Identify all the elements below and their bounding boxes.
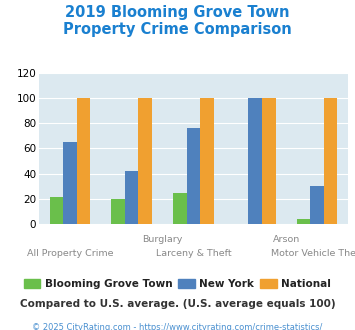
Bar: [50, 197, 63, 224]
Bar: [262, 98, 275, 224]
Bar: [63, 142, 77, 224]
Text: Motor Vehicle Theft: Motor Vehicle Theft: [271, 249, 355, 258]
Bar: [138, 98, 152, 224]
Text: © 2025 CityRating.com - https://www.cityrating.com/crime-statistics/: © 2025 CityRating.com - https://www.city…: [32, 323, 323, 330]
Bar: [248, 98, 262, 224]
Bar: [187, 128, 200, 224]
Text: All Property Crime: All Property Crime: [27, 249, 113, 258]
Text: Compared to U.S. average. (U.S. average equals 100): Compared to U.S. average. (U.S. average …: [20, 299, 335, 309]
Bar: [200, 98, 214, 224]
Bar: [310, 186, 324, 224]
Text: Arson: Arson: [273, 235, 300, 244]
Text: Larceny & Theft: Larceny & Theft: [155, 249, 231, 258]
Legend: Blooming Grove Town, New York, National: Blooming Grove Town, New York, National: [20, 275, 335, 293]
Bar: [125, 171, 138, 224]
Text: 2019 Blooming Grove Town
Property Crime Comparison: 2019 Blooming Grove Town Property Crime …: [63, 5, 292, 37]
Text: Burglary: Burglary: [142, 235, 183, 244]
Bar: [297, 219, 310, 224]
Bar: [111, 199, 125, 224]
Bar: [324, 98, 337, 224]
Bar: [77, 98, 90, 224]
Bar: [173, 193, 187, 224]
